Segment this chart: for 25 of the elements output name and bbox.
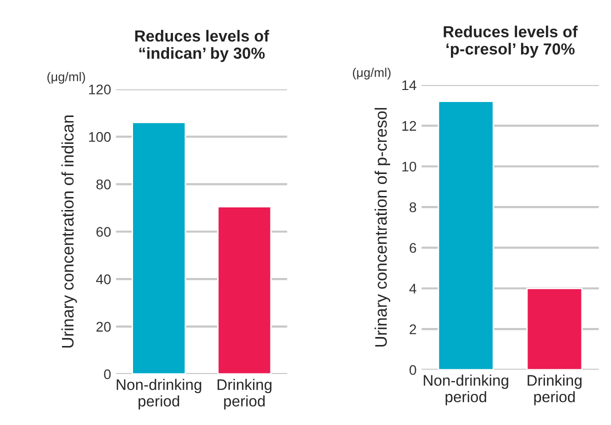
y-tick-label: 40 [96, 274, 111, 284]
y-tick-label: 0 [104, 369, 111, 380]
y-tick-label: 14 [402, 80, 416, 90]
y-tick-label: 80 [96, 180, 111, 190]
x-tick-label: Non-drinking period [116, 378, 202, 410]
y-tick-label: 60 [96, 226, 111, 237]
y-tick-label: 20 [96, 322, 111, 332]
y-tick-label: 100 [89, 132, 111, 142]
y-tick-label: 4 [409, 284, 416, 294]
y-tick-label: 2 [410, 324, 416, 334]
chart-title: Reduces levels of ‘p-cresol’ by 70% [444, 26, 578, 58]
y-tick-label: 8 [410, 202, 416, 212]
y-axis-title: Urinary concentration of p-cresol [374, 108, 390, 347]
x-tick-label: Non-drinking period [424, 374, 508, 406]
x-tick-label: Drinking period [528, 374, 582, 406]
y-tick-label: 12 [402, 121, 416, 131]
y-axis-title: Urinary concentration of indican [61, 116, 77, 348]
text: (μg/ml) [352, 68, 391, 80]
text: (μg/ml) [47, 72, 86, 84]
y-tick-label: 120 [89, 84, 111, 94]
y-tick-label: 0 [410, 365, 416, 375]
chart-title: Reduces levels of “indican’ by 30% [135, 30, 270, 62]
y-tick-label: 6 [410, 243, 416, 253]
y-tick-label: 10 [402, 162, 416, 172]
x-tick-label: Drinking period [218, 378, 272, 410]
